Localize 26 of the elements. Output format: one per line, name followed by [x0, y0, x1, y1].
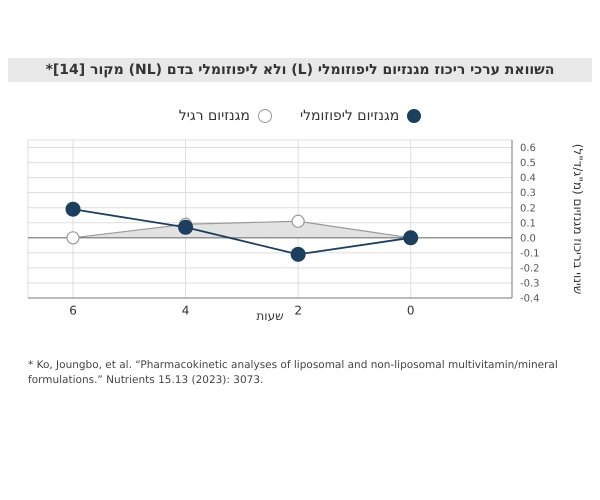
legend-label: מגנזיום רגיל — [178, 108, 250, 124]
y-tick-label: 0.2 — [520, 203, 536, 214]
point — [178, 220, 194, 235]
point — [66, 202, 81, 217]
y-tick-label: -0.3 — [520, 278, 540, 290]
x-tick-label: 2 — [294, 304, 302, 318]
y-tick-label: 0.1 — [520, 218, 536, 230]
y-tick-label: 0.5 — [520, 158, 536, 170]
y-tick-label: -0.1 — [520, 248, 540, 260]
point — [292, 214, 305, 228]
x-tick-label: 4 — [182, 304, 190, 318]
point — [290, 246, 306, 262]
y-tick-label: -0.4 — [520, 294, 540, 305]
y-axis-title: שינוי בריכוז מגנזיום (מ"ג/ד"ל) — [570, 144, 585, 294]
chart-title: השוואת ערכי ריכוז מגנזיום ליפוזומלי (L) ולא ליפוזומלי בדם (NL) מקור [14]* — [8, 58, 592, 82]
y-tick-label: 0.4 — [520, 173, 536, 184]
y-tick-label: 0.0 — [520, 233, 536, 244]
y-tick-label: 0.6 — [520, 143, 536, 154]
legend-label: מגנזיום ליפוזומלי — [300, 108, 400, 124]
point — [66, 231, 80, 244]
x-tick-label: 0 — [406, 304, 415, 318]
text: * Ko, Joungbo, et al. “Pharmacokinetic analyses of liposomal and non-liposomal multivitamin/mineral formulations.” Nutrients 15.13 (2023): 3073. — [28, 358, 559, 388]
y-tick-label: -0.2 — [520, 263, 540, 274]
y-tick-label: 0.3 — [520, 188, 536, 200]
x-tick-label: 6 — [69, 304, 77, 318]
x-axis-title: שעות — [256, 309, 284, 323]
